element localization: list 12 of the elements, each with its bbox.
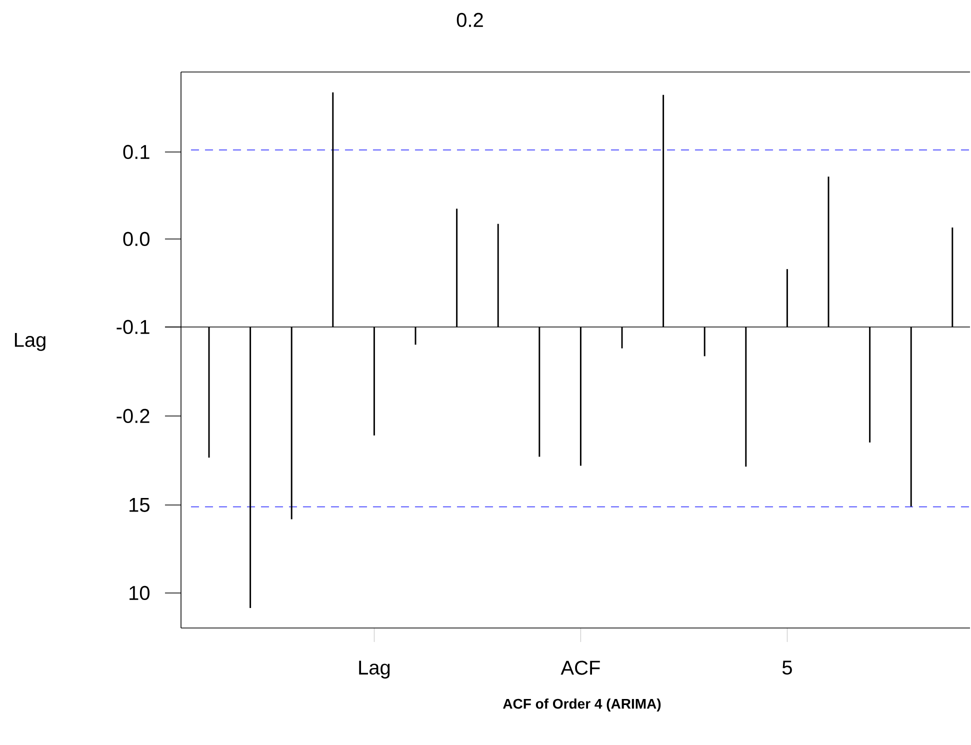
text: 10: [130, 586, 150, 600]
text: -0.2: [116, 408, 150, 424]
text: 15: [130, 498, 150, 512]
text: Lag: [14, 333, 46, 351]
text: 0.1: [123, 144, 150, 160]
text: 0.0: [123, 232, 150, 246]
x-tick-label: 5: [782, 660, 792, 675]
text: ACF of Order 4 (ARIMA): [503, 698, 661, 712]
x-tick-label: Lag: [359, 660, 390, 679]
text: 0.2: [456, 12, 483, 28]
text: -0.1: [116, 320, 150, 334]
x-tick-label: ACF: [560, 660, 600, 675]
